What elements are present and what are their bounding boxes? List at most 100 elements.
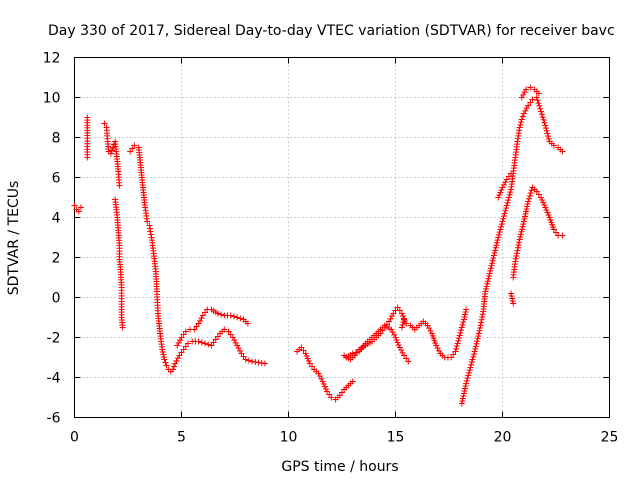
data-point [388, 313, 395, 320]
data-point [487, 265, 494, 272]
x-tick-label: 10 [280, 430, 298, 446]
data-point [232, 339, 239, 346]
data-point [518, 94, 525, 101]
data-point [559, 232, 566, 239]
data-point [237, 315, 244, 322]
data-point [433, 342, 440, 349]
data-point [476, 327, 483, 334]
data-point [496, 229, 503, 236]
data-point [202, 340, 209, 347]
data-point [517, 233, 524, 240]
data-point [495, 231, 502, 238]
data-point [163, 362, 170, 369]
y-tick-label: 0 [52, 291, 61, 307]
data-point [482, 288, 489, 295]
data-point [520, 221, 527, 228]
data-point [454, 340, 461, 347]
data-point [349, 350, 356, 357]
data-point [386, 318, 393, 325]
data-point [512, 255, 519, 262]
x-axis-label: GPS time / hours [281, 459, 398, 475]
data-point [492, 247, 499, 254]
data-point [500, 213, 507, 220]
data-point [399, 321, 406, 328]
data-point [519, 113, 526, 120]
x-tick-label: 0 [70, 430, 79, 446]
y-tick-label: 10 [43, 91, 61, 107]
data-point [470, 353, 477, 360]
data-point [515, 242, 522, 248]
data-point [490, 255, 497, 262]
data-point [535, 100, 542, 107]
data-point [513, 250, 520, 257]
y-tick-label: -6 [47, 411, 61, 427]
data-point [465, 369, 472, 376]
data-point [460, 319, 467, 326]
data-point [494, 237, 501, 244]
data-point [520, 110, 527, 117]
data-point [475, 333, 482, 340]
data-point [119, 324, 126, 331]
data-point [468, 359, 475, 366]
data-point [436, 347, 443, 354]
data-point [398, 324, 405, 331]
data-point [539, 114, 546, 121]
data-point [525, 198, 532, 205]
data-point [512, 258, 519, 265]
data-point [198, 315, 205, 322]
data-point [493, 242, 500, 249]
data-point [261, 360, 268, 367]
data-point [541, 119, 548, 126]
data-point [518, 119, 525, 126]
data-point [483, 283, 490, 290]
plot-frame [74, 57, 610, 418]
data-point [195, 338, 202, 345]
data-point [245, 357, 252, 364]
data-point [523, 86, 530, 93]
data-point [499, 218, 506, 225]
data-point [479, 311, 486, 318]
data-point [405, 358, 412, 365]
data-point [463, 380, 470, 387]
data-point [131, 142, 138, 149]
data-point [544, 130, 551, 137]
data-point [545, 133, 552, 140]
data-point [490, 252, 497, 259]
data-point [389, 329, 396, 336]
y-tick-label: -4 [47, 371, 61, 387]
data-point [231, 337, 238, 344]
data-point [505, 197, 512, 204]
data-point [478, 316, 485, 323]
axis-ticks: 0 5 10 15 20 25 -6 -4 -2 0 2 4 6 8 10 12 [43, 51, 619, 446]
y-tick-label: 8 [52, 131, 61, 147]
data-point [518, 228, 525, 235]
data-point [470, 351, 477, 358]
data-point [473, 340, 480, 347]
data-point [318, 375, 325, 382]
x-tick-label: 5 [177, 430, 186, 446]
data-point [147, 228, 154, 235]
data-point [536, 102, 543, 109]
data-point [538, 108, 545, 115]
data-point [396, 344, 403, 351]
data-point [161, 356, 168, 363]
data-point [424, 322, 431, 329]
data-point [543, 127, 550, 134]
data-point [535, 90, 542, 97]
data-point [214, 310, 221, 317]
data-point [508, 170, 515, 177]
data-point [197, 317, 204, 324]
data-point [144, 218, 151, 225]
data-point [399, 349, 406, 356]
data-point [545, 135, 552, 142]
data-point [387, 315, 394, 322]
data-point [475, 330, 482, 337]
data-point [484, 280, 491, 287]
x-tick-label: 20 [494, 430, 512, 446]
data-point [499, 184, 506, 191]
data-point [458, 324, 465, 331]
data-point [486, 273, 493, 280]
data-point [493, 239, 500, 246]
data-point [474, 338, 481, 345]
data-point [492, 244, 499, 251]
